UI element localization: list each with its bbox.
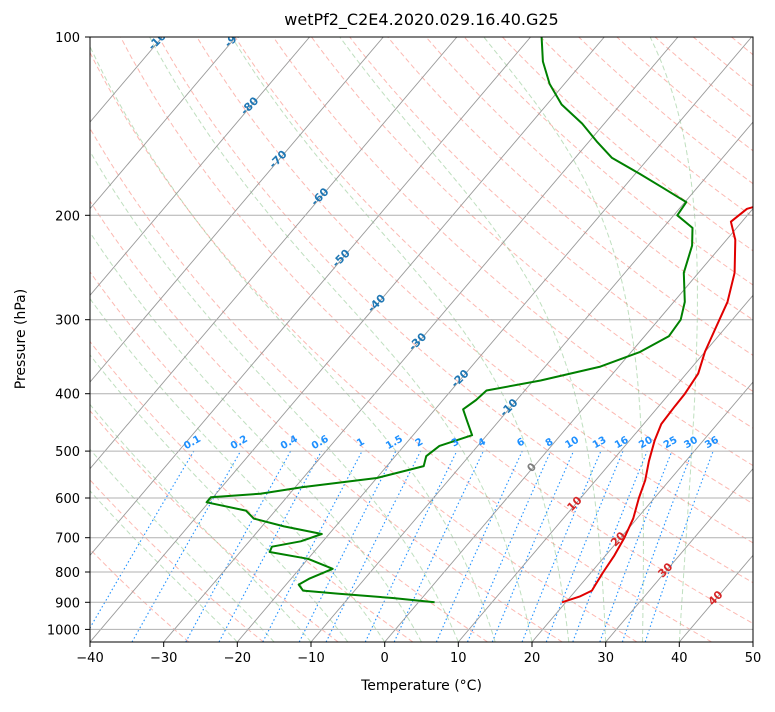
dry-adiabat-line xyxy=(770,37,775,642)
y-tick-label: 100 xyxy=(55,31,80,46)
chart-title: wetPf2_C2E4.2020.029.16.40.G25 xyxy=(90,10,753,29)
x-tick-label: −20 xyxy=(224,651,251,666)
y-tick-label: 500 xyxy=(55,445,80,460)
y-tick-label: 800 xyxy=(55,566,80,581)
y-tick-label: 200 xyxy=(55,209,80,224)
x-tick-label: 30 xyxy=(597,651,614,666)
x-tick-label: −10 xyxy=(297,651,324,666)
y-tick-label: 700 xyxy=(55,532,80,547)
isotherm-line xyxy=(753,37,775,642)
x-tick-label: 50 xyxy=(745,651,762,666)
x-tick-label: 20 xyxy=(524,651,541,666)
x-tick-label: −30 xyxy=(150,651,177,666)
y-tick-label: 900 xyxy=(55,596,80,611)
y-tick-label: 1000 xyxy=(47,623,80,638)
y-tick-label: 400 xyxy=(55,388,80,403)
x-tick-label: 10 xyxy=(450,651,467,666)
x-tick-label: 40 xyxy=(671,651,688,666)
x-axis-label: Temperature (°C) xyxy=(90,678,753,694)
y-axis-label: Pressure (hPa) xyxy=(13,289,29,389)
y-tick-label: 600 xyxy=(55,492,80,507)
x-tick-label: −40 xyxy=(76,651,103,666)
x-tick-label: 0 xyxy=(381,651,389,666)
y-tick-label: 300 xyxy=(55,314,80,329)
